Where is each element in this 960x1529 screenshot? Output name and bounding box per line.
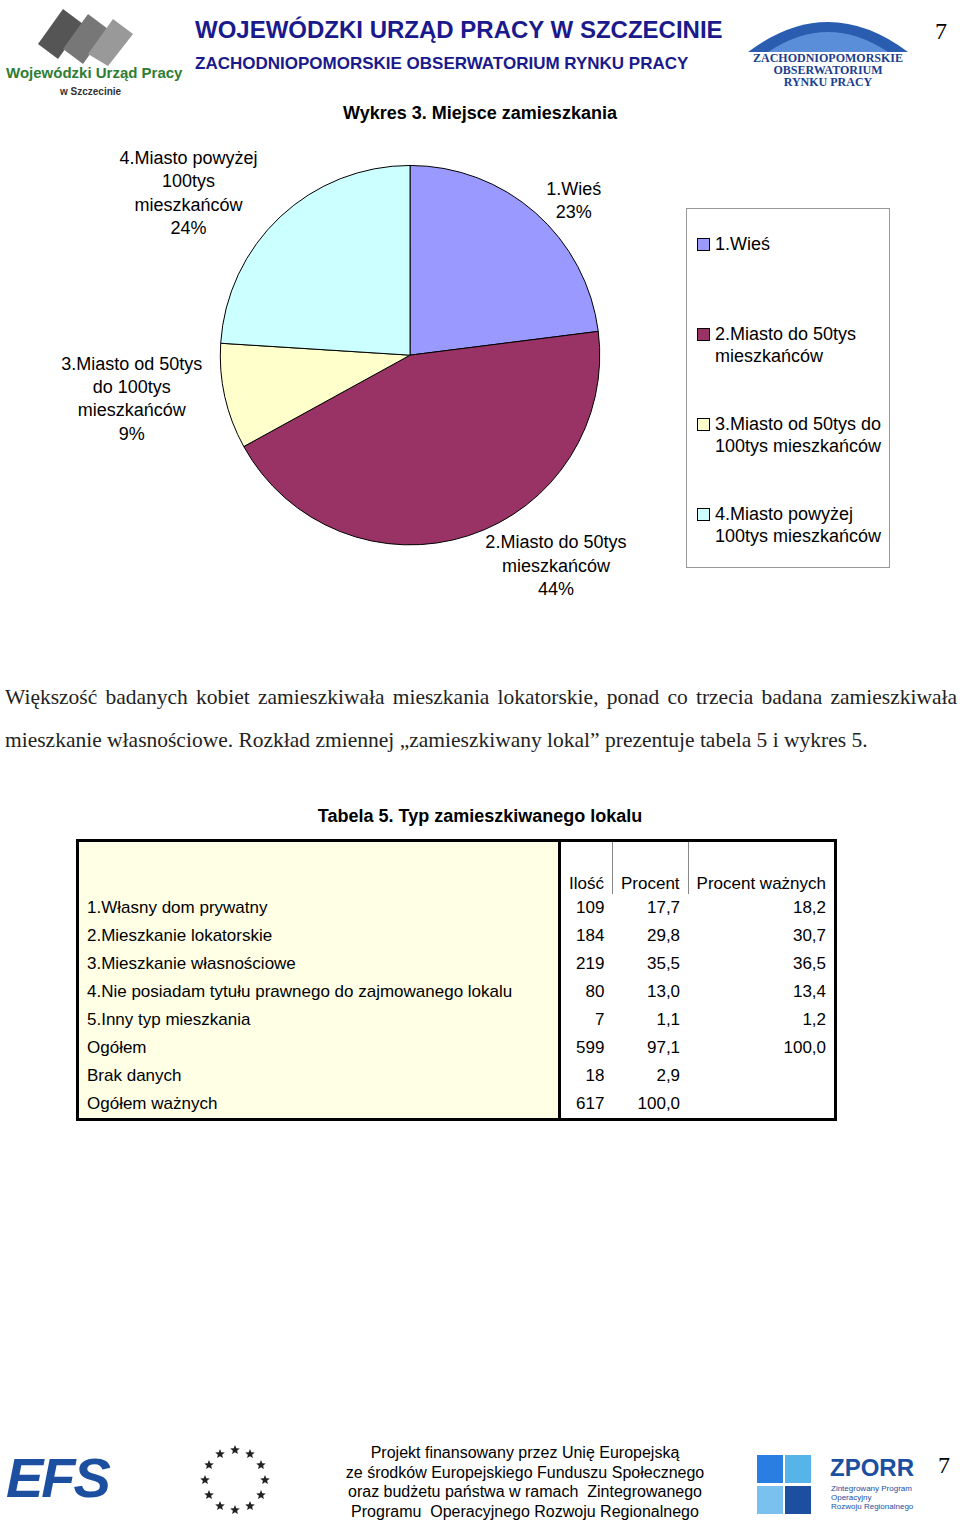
html-text:1,1: 1,1 <box>656 1010 681 1029</box>
html-text:w Szczecinie: w Szczecinie <box>60 86 122 97</box>
html-text:ZACHODNIOPOMORSKIE: ZACHODNIOPOMORSKIE <box>753 51 903 65</box>
html-text:7: 7 <box>595 1010 605 1029</box>
html-text:Procent ważnych: Procent ważnych <box>696 874 826 893</box>
html-text:17,7: 17,7 <box>647 898 681 917</box>
html-text:Ogółem: Ogółem <box>87 1038 147 1057</box>
svg-text:3.Miasto od 50tysdo 100tysmies: 3.Miasto od 50tysdo 100tysmieszkańców9% <box>61 354 202 444</box>
html-text:109: 109 <box>576 898 605 917</box>
html-text:Wojewódzki Urząd Pracy: Wojewódzki Urząd Pracy <box>6 64 183 81</box>
html-text:599: 599 <box>576 1038 605 1057</box>
html-text:4.Nie posiadam tytułu prawnego: 4.Nie posiadam tytułu prawnego do zajmow… <box>87 982 513 1001</box>
html-text:2.Mieszkanie lokatorskie: 2.Mieszkanie lokatorskie <box>87 926 273 945</box>
html-text:35,5: 35,5 <box>647 954 681 973</box>
html-text:2,9: 2,9 <box>656 1066 681 1085</box>
html-text:3.Miasto od 50tys do 100tys mi: 3.Miasto od 50tys do 100tys mieszkańców <box>715 414 882 456</box>
html-text:ZACHODNIOPOMORSKIE OBSERWATORI: ZACHODNIOPOMORSKIE OBSERWATORIUM RYNKU P… <box>195 54 689 73</box>
html-text:Projekt finansowany przez Unię: Projekt finansowany przez Unię Europejsk… <box>370 1444 680 1461</box>
html-text:Operacyjny: Operacyjny <box>831 1493 872 1502</box>
html-text:7: 7 <box>935 18 947 44</box>
html-text:3.Mieszkanie własnościowe: 3.Mieszkanie własnościowe <box>87 954 296 973</box>
html-text:RYNKU PRACY: RYNKU PRACY <box>783 75 873 89</box>
html-text:18,2: 18,2 <box>792 898 826 917</box>
html-text:1.Wieś: 1.Wieś <box>715 234 770 254</box>
html-text:2.Miasto do 50tys mieszkańców: 2.Miasto do 50tys mieszkańców <box>715 324 857 366</box>
html-text:184: 184 <box>576 926 605 945</box>
html-text:100,0: 100,0 <box>637 1094 681 1113</box>
html-text:219: 219 <box>576 954 605 973</box>
html-text:Zintegrowany Program: Zintegrowany Program <box>831 1484 912 1493</box>
html-text:29,8: 29,8 <box>647 926 681 945</box>
html-text:WOJEWÓDZKI URZĄD PRACY W SZCZE: WOJEWÓDZKI URZĄD PRACY W SZCZECINIE <box>195 16 723 43</box>
html-text:13,0: 13,0 <box>647 982 681 1001</box>
html-text:30,7: 30,7 <box>792 926 826 945</box>
html-text:Programu Operacyjnego Rozwoju: Programu Operacyjnego Rozwoju Regionalne… <box>351 1502 699 1520</box>
html-text:Większość badanych kobiet zami: Większość badanych kobiet zamieszkiwała … <box>5 685 957 752</box>
html-text:7: 7 <box>938 1452 950 1478</box>
html-text:OBSERWATORIUM: OBSERWATORIUM <box>773 63 883 77</box>
html-text:oraz budżetu państwa w ramach: oraz budżetu państwa w ramach Zintegrowa… <box>348 1483 702 1500</box>
html-text:1,2: 1,2 <box>802 1010 826 1029</box>
html-text:4.Miasto powyżej 100tys mieszk: 4.Miasto powyżej 100tys mieszkańców <box>715 504 882 546</box>
html-text:ZPORR: ZPORR <box>830 1454 914 1481</box>
html-text:36,5: 36,5 <box>792 954 826 973</box>
svg-text:4.Miasto powyżej100tysmieszkań: 4.Miasto powyżej100tysmieszkańców24% <box>120 148 258 238</box>
html-text:1.Własny dom prywatny: 1.Własny dom prywatny <box>87 898 268 917</box>
html-text:97,1: 97,1 <box>647 1038 681 1057</box>
html-text:Rozwoju Regionalnego: Rozwoju Regionalnego <box>831 1502 914 1511</box>
html-text:13,4: 13,4 <box>792 982 826 1001</box>
html-text:18: 18 <box>585 1066 605 1085</box>
html-text:80: 80 <box>585 982 605 1001</box>
svg-text:2.Miasto do 50tysmieszkańców44: 2.Miasto do 50tysmieszkańców44% <box>485 532 626 599</box>
html-text:Ogółem ważnych: Ogółem ważnych <box>87 1094 218 1113</box>
html-text:Ilość: Ilość <box>569 874 604 893</box>
html-text:Wykres 3. Miejsce zamieszkania: Wykres 3. Miejsce zamieszkania <box>343 103 617 123</box>
html-text:ze środków Europejskiego Fundu: ze środków Europejskiego Funduszu Społec… <box>345 1463 705 1481</box>
html-text:100,0: 100,0 <box>783 1038 826 1057</box>
html-text:5.Inny typ mieszkania: 5.Inny typ mieszkania <box>87 1010 251 1029</box>
html-text:Procent: Procent <box>621 874 680 893</box>
html-text:617: 617 <box>576 1094 605 1113</box>
html-text:Tabela 5. Typ zamieszkiwanego: Tabela 5. Typ zamieszkiwanego lokalu <box>317 806 643 826</box>
html-text:EFS: EFS <box>6 1446 109 1509</box>
html-text:Brak danych: Brak danych <box>87 1066 182 1085</box>
svg-text:1.Wieś23%: 1.Wieś23% <box>546 179 601 222</box>
